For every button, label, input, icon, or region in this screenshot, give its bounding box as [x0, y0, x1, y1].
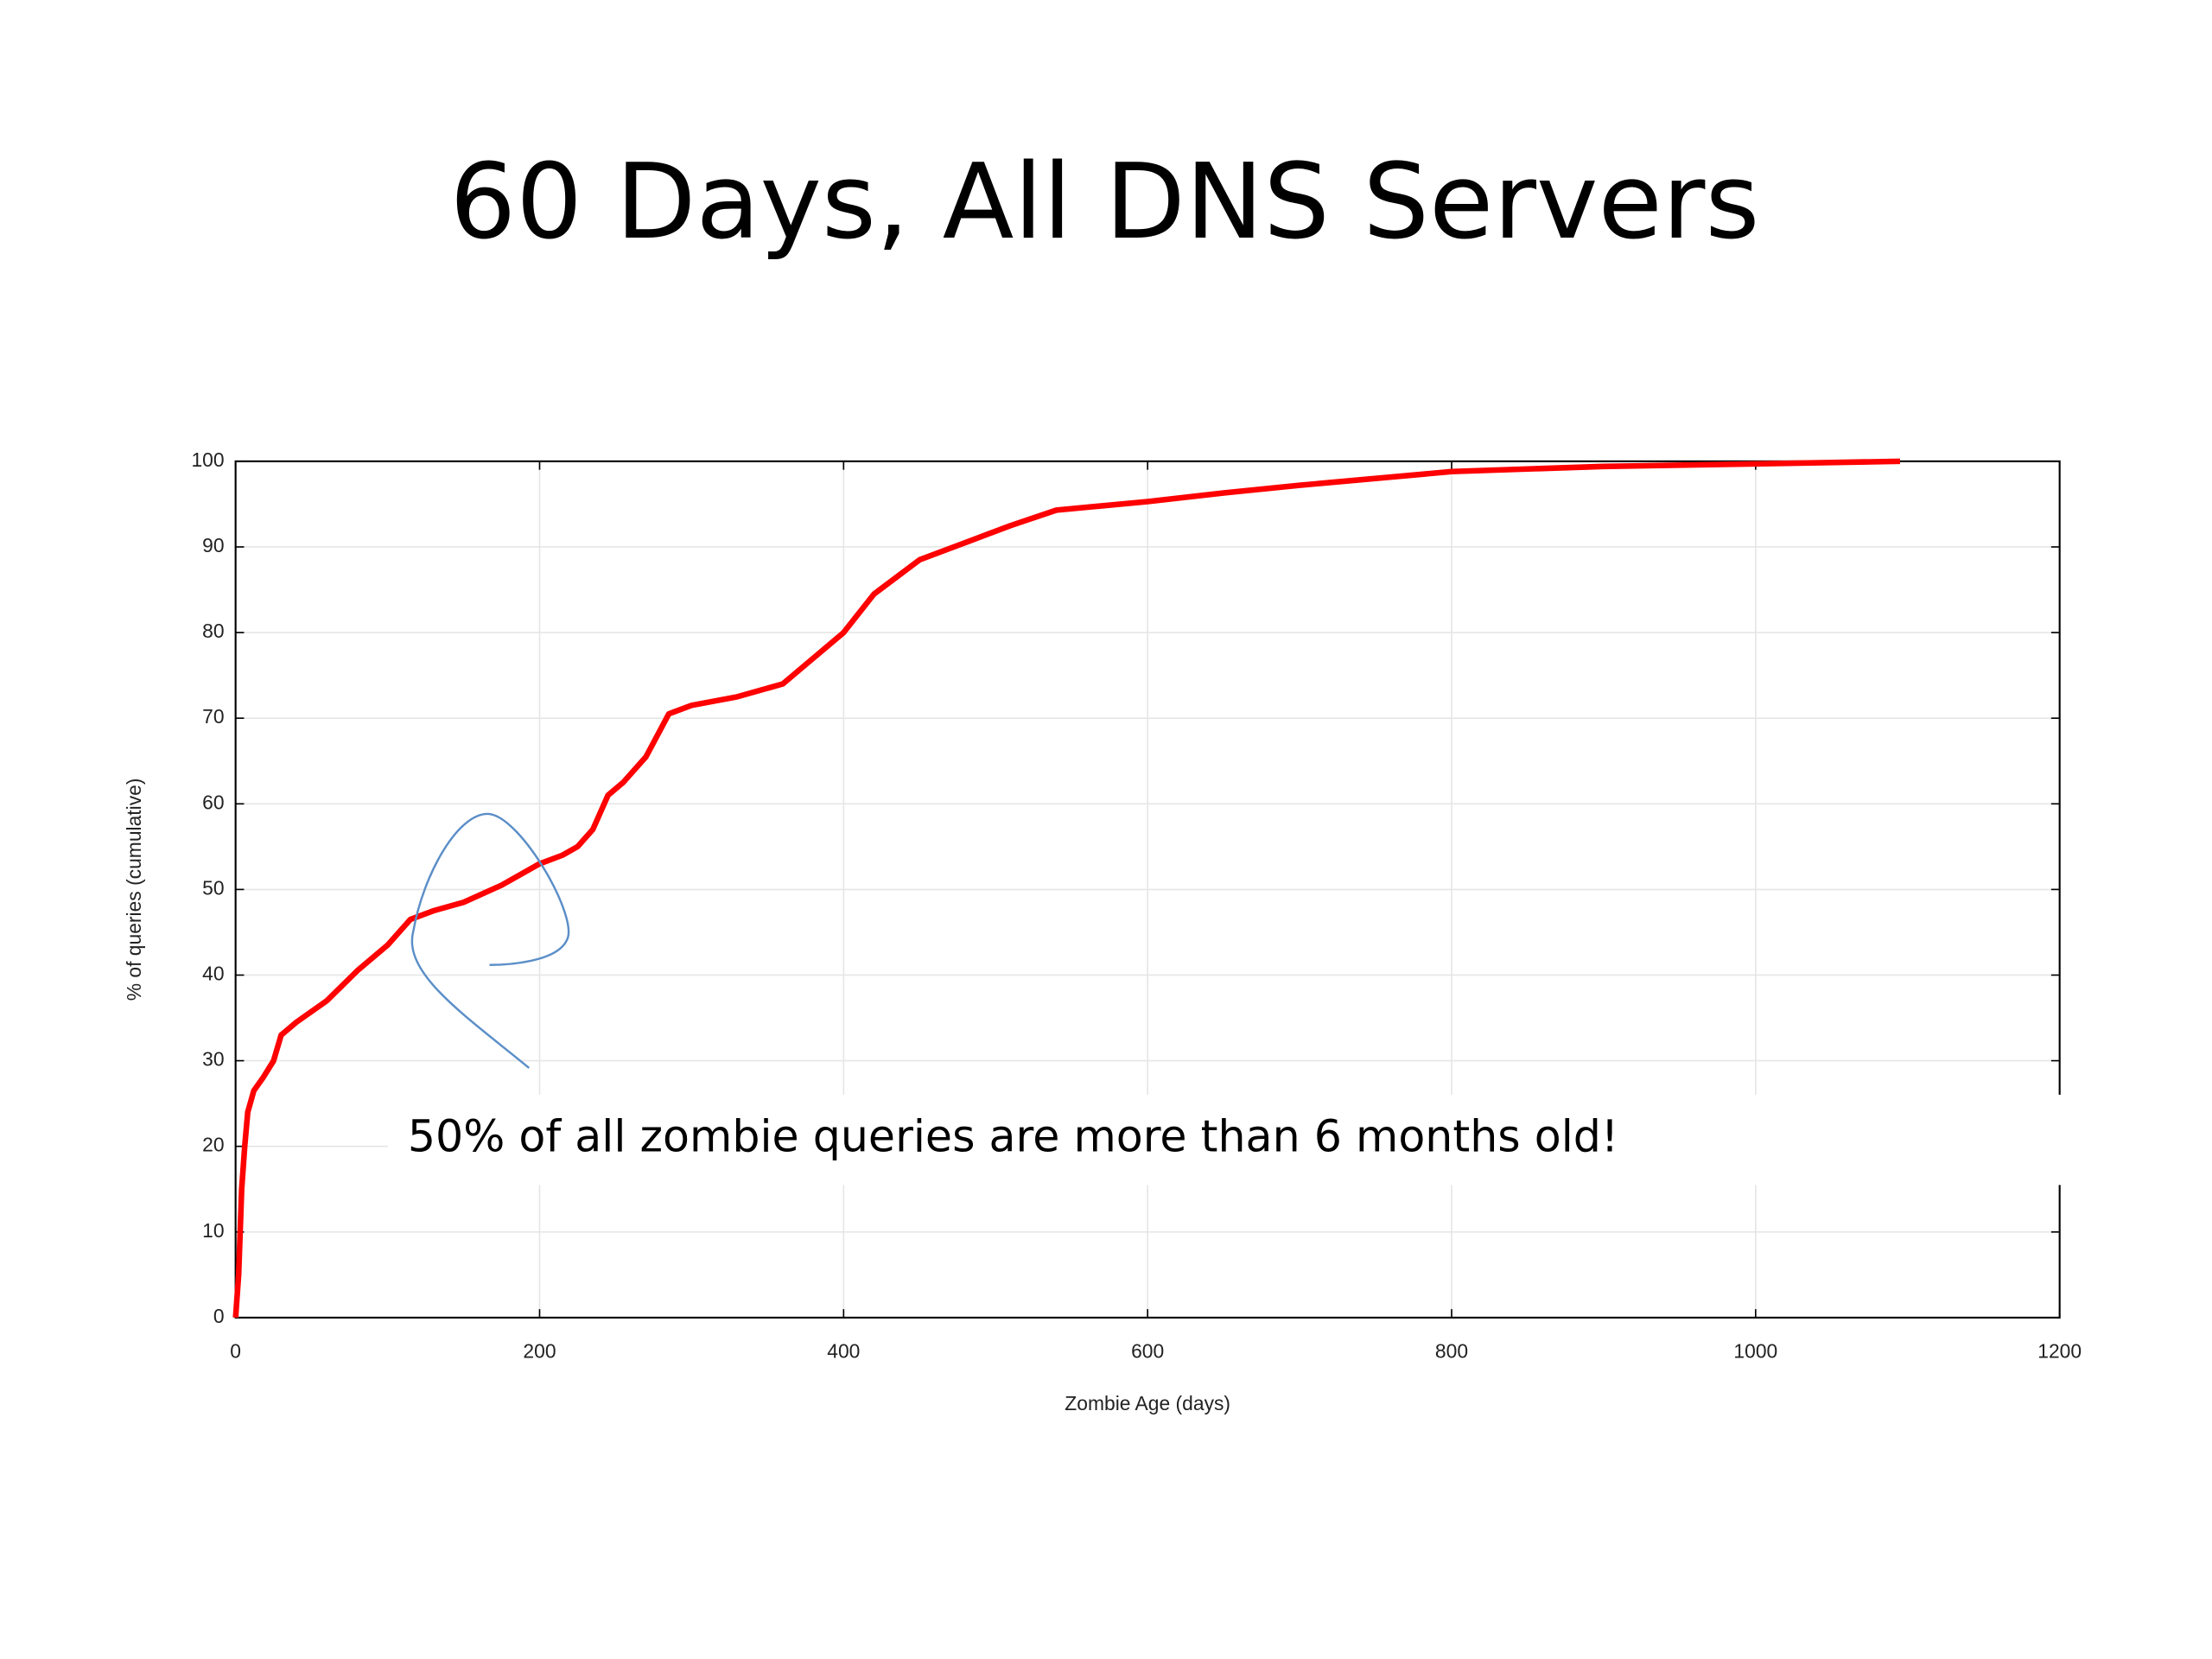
y-tick-label: 0 [213, 1305, 225, 1327]
annotation: 50% of all zombie queries are more than … [408, 1111, 1618, 1162]
x-tick-label: 1200 [2037, 1340, 2082, 1363]
x-tick-label: 400 [827, 1340, 860, 1363]
data-line [232, 458, 1901, 1319]
slide-title: 60 Days, All DNS Servers [449, 142, 1759, 263]
y-axis-label: % of queries (cumulative) [123, 779, 145, 1001]
x-tick-label: 200 [523, 1340, 556, 1363]
x-tick-label: 800 [1435, 1340, 1468, 1363]
hand-drawn-arrow [410, 812, 570, 1069]
y-tick-label: 70 [202, 705, 224, 728]
annotation-box [387, 1094, 2067, 1185]
y-tick-label: 40 [202, 963, 224, 985]
x-tick-label: 0 [230, 1340, 241, 1363]
y-tick-label: 90 [202, 534, 224, 556]
y-tick-label: 20 [202, 1134, 224, 1156]
plot-frame [234, 460, 2061, 1319]
y-tick-label: 60 [202, 791, 224, 813]
y-tick-label: 10 [202, 1219, 224, 1242]
x-axis-label: Zombie Age (days) [1065, 1392, 1230, 1414]
y-tick-label: 30 [202, 1048, 224, 1071]
y-tick-label: 50 [202, 876, 224, 899]
y-tick-label: 80 [202, 620, 224, 642]
x-tick-label: 600 [1131, 1340, 1164, 1363]
x-tick-label: 1000 [1733, 1340, 1777, 1363]
y-tick-label: 100 [191, 448, 224, 471]
